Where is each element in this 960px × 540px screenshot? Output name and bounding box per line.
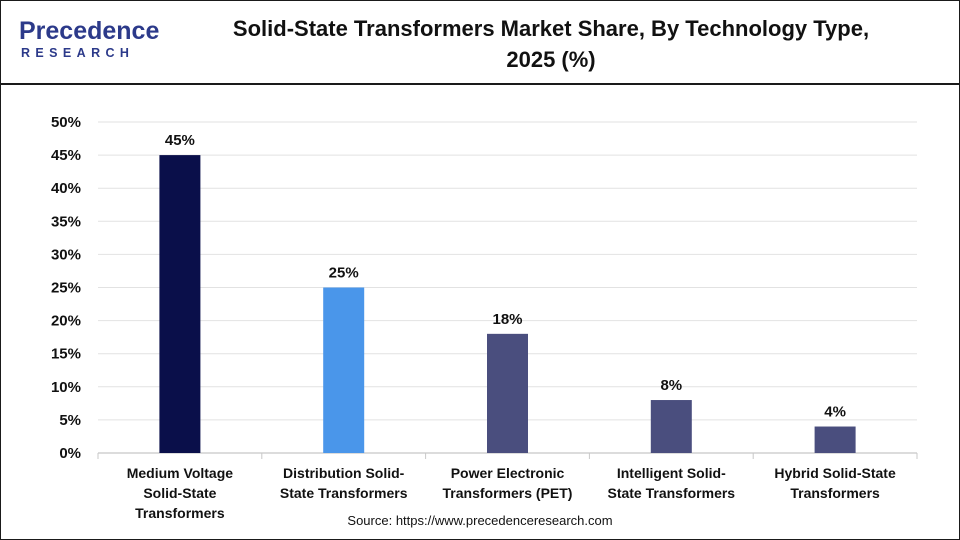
y-tick-label: 20% xyxy=(51,313,81,330)
y-tick-label: 45% xyxy=(51,147,81,164)
logo-text: Precedence xyxy=(19,17,160,45)
category-label: Transformers xyxy=(790,485,880,501)
header: Precedence RESEARCH Solid-State Transfor… xyxy=(1,1,959,85)
category-label: Solid-State xyxy=(143,485,216,501)
category-label: Hybrid Solid-State xyxy=(774,465,896,481)
logo: Precedence RESEARCH xyxy=(19,17,169,67)
logo-subtext: RESEARCH xyxy=(21,46,135,60)
data-label: 45% xyxy=(165,132,195,149)
source-note: Source: https://www.precedenceresearch.c… xyxy=(347,513,613,528)
bar xyxy=(159,155,201,453)
y-tick-label: 10% xyxy=(51,379,81,396)
category-label: State Transformers xyxy=(280,485,408,501)
y-tick-label: 30% xyxy=(51,246,81,263)
chart-title-line1: Solid-State Transformers Market Share, B… xyxy=(232,16,870,41)
category-label: Power Electronic xyxy=(451,465,565,481)
y-tick-label: 25% xyxy=(51,280,81,297)
category-label: Transformers xyxy=(135,505,225,521)
data-label: 18% xyxy=(492,311,522,328)
data-label: 8% xyxy=(660,377,682,394)
y-tick-label: 50% xyxy=(51,114,81,131)
y-tick-label: 15% xyxy=(51,346,81,363)
category-label: Intelligent Solid- xyxy=(617,465,726,481)
category-label: State Transformers xyxy=(607,485,735,501)
category-label: Medium Voltage xyxy=(127,465,234,481)
data-label: 25% xyxy=(329,265,359,282)
bar xyxy=(814,426,856,453)
chart-title-line2: 2025 (%) xyxy=(506,47,596,72)
category-label: Distribution Solid- xyxy=(283,465,405,481)
bar xyxy=(323,287,365,453)
y-tick-label: 40% xyxy=(51,180,81,197)
y-tick-label: 0% xyxy=(59,445,81,462)
chart-title: Solid-State Transformers Market Share, B… xyxy=(191,13,911,75)
y-tick-label: 35% xyxy=(51,213,81,230)
y-tick-label: 5% xyxy=(59,412,81,429)
category-label: Transformers (PET) xyxy=(443,485,573,501)
bar xyxy=(487,333,528,453)
bar xyxy=(650,400,692,453)
data-label: 4% xyxy=(824,404,846,421)
